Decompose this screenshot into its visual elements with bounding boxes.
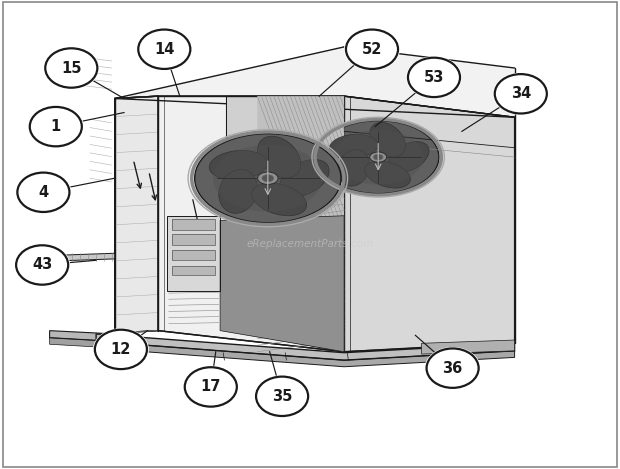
Ellipse shape [338, 150, 370, 186]
Ellipse shape [425, 347, 480, 389]
Ellipse shape [16, 245, 68, 285]
Polygon shape [115, 96, 515, 117]
Polygon shape [48, 253, 115, 261]
Text: 14: 14 [154, 42, 174, 57]
Ellipse shape [427, 348, 479, 388]
Polygon shape [172, 234, 215, 245]
Ellipse shape [256, 377, 308, 416]
Polygon shape [172, 266, 215, 275]
Ellipse shape [30, 107, 82, 146]
Ellipse shape [45, 48, 97, 88]
Ellipse shape [370, 122, 405, 157]
Text: 34: 34 [511, 86, 531, 101]
Text: eReplacementParts.com: eReplacementParts.com [246, 239, 374, 249]
Ellipse shape [317, 121, 439, 194]
Ellipse shape [138, 30, 190, 69]
Polygon shape [39, 252, 51, 263]
Ellipse shape [17, 173, 69, 212]
Ellipse shape [257, 172, 278, 184]
Ellipse shape [185, 367, 237, 407]
Text: 17: 17 [201, 379, 221, 394]
Polygon shape [422, 340, 515, 354]
Text: 52: 52 [362, 42, 382, 57]
Polygon shape [115, 47, 515, 117]
Polygon shape [50, 331, 115, 341]
Ellipse shape [406, 56, 462, 98]
Ellipse shape [93, 328, 149, 371]
Ellipse shape [493, 73, 549, 115]
Polygon shape [344, 96, 515, 352]
Text: 35: 35 [272, 389, 292, 404]
Ellipse shape [28, 106, 84, 148]
Ellipse shape [373, 154, 383, 160]
Ellipse shape [346, 30, 398, 69]
Polygon shape [226, 96, 344, 352]
Ellipse shape [16, 171, 71, 213]
Ellipse shape [262, 174, 273, 182]
Ellipse shape [280, 159, 329, 197]
Ellipse shape [495, 74, 547, 113]
Ellipse shape [209, 151, 267, 180]
Ellipse shape [219, 169, 258, 213]
Text: 12: 12 [111, 342, 131, 357]
Polygon shape [50, 338, 115, 348]
Ellipse shape [408, 58, 460, 97]
Polygon shape [220, 216, 344, 352]
Ellipse shape [332, 129, 424, 185]
Ellipse shape [213, 145, 322, 212]
Ellipse shape [195, 134, 341, 223]
Polygon shape [257, 96, 344, 352]
Text: 4: 4 [38, 185, 48, 200]
Ellipse shape [370, 152, 387, 162]
Ellipse shape [388, 142, 429, 173]
Polygon shape [115, 96, 158, 333]
Polygon shape [172, 250, 215, 260]
Ellipse shape [252, 183, 307, 216]
Polygon shape [96, 341, 515, 367]
Text: 36: 36 [443, 361, 463, 376]
Ellipse shape [183, 366, 239, 408]
Ellipse shape [136, 28, 192, 70]
Ellipse shape [43, 47, 99, 89]
Ellipse shape [254, 375, 310, 417]
Ellipse shape [95, 330, 147, 369]
Text: 15: 15 [61, 61, 82, 76]
Ellipse shape [365, 161, 410, 188]
Polygon shape [167, 216, 220, 291]
Text: 53: 53 [424, 70, 444, 85]
Polygon shape [172, 219, 215, 230]
Ellipse shape [14, 244, 70, 286]
Polygon shape [96, 334, 515, 360]
Text: 43: 43 [32, 257, 52, 272]
Ellipse shape [257, 136, 301, 178]
Ellipse shape [329, 134, 378, 159]
Text: 1: 1 [51, 119, 61, 134]
Polygon shape [158, 96, 344, 352]
Ellipse shape [344, 28, 400, 70]
